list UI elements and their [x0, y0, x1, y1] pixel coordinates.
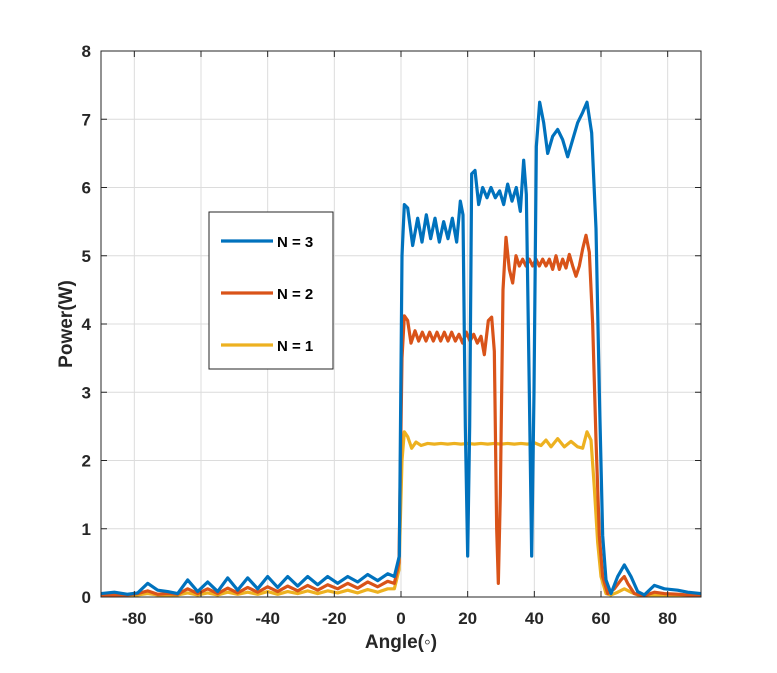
y-axis-label: Power(W): [56, 280, 77, 368]
y-tick-label: 7: [82, 110, 91, 129]
legend-box: [208, 211, 334, 370]
x-tick-label: 20: [458, 609, 477, 628]
series-line-n-3: [101, 100, 701, 597]
x-tick-label: -20: [322, 609, 347, 628]
y-tick-label: 3: [82, 383, 91, 402]
series-line-n-1: [101, 430, 701, 597]
x-tick-label: 40: [525, 609, 544, 628]
y-tick-label: 2: [82, 452, 91, 471]
y-tick-label: 6: [82, 179, 91, 198]
legend-label: N = 3: [277, 234, 313, 251]
legend-label: N = 2: [277, 286, 313, 303]
x-tick-label: -60: [189, 609, 214, 628]
series-line-n-2: [101, 233, 701, 597]
legend: N = 3 N = 2 N = 1: [208, 211, 334, 370]
x-tick-label: -40: [255, 609, 280, 628]
y-tick-label: 5: [82, 247, 91, 266]
x-tick-label: -80: [122, 609, 147, 628]
legend-label: N = 1: [277, 338, 313, 355]
y-tick-label: 1: [82, 520, 91, 539]
x-tick-label: 0: [396, 609, 405, 628]
x-tick-label: 80: [658, 609, 677, 628]
y-tick-label: 8: [82, 42, 91, 61]
x-axis-label: Angle(◦): [365, 632, 437, 653]
y-tick-label: 4: [82, 315, 92, 334]
y-tick-label: 0: [82, 588, 91, 607]
series-layer: [101, 100, 701, 597]
x-tick-label: 60: [592, 609, 611, 628]
axis-ticks: -80 -60 -40 -20 0 20 40 60 80 0 1 2 3 4 5 6 7 8: [82, 42, 701, 628]
